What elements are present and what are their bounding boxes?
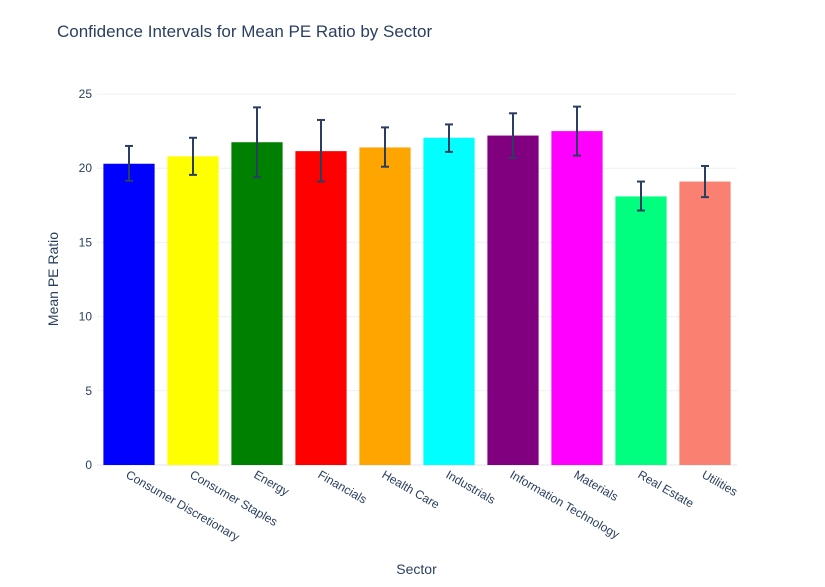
error-bar (189, 136, 197, 176)
error-bar (573, 105, 581, 157)
bar (359, 147, 411, 465)
bar (423, 137, 475, 465)
error-bars (125, 105, 709, 212)
x-tick-label: Utilities (700, 467, 740, 498)
y-tick-label: 20 (79, 161, 93, 175)
x-tick-label: Financials (316, 467, 370, 506)
bar (615, 196, 667, 465)
x-tick-label: Real Estate (636, 467, 697, 510)
bar (103, 163, 155, 466)
y-tick-label: 10 (79, 310, 93, 324)
bar (551, 131, 603, 465)
error-bar (125, 144, 133, 182)
x-tick-label: Industrials (444, 467, 498, 506)
error-bar (253, 106, 261, 179)
error-bar (509, 112, 517, 159)
y-tick-label: 0 (85, 458, 92, 472)
bar (487, 135, 539, 465)
error-bar (701, 164, 709, 199)
x-tick-label: Materials (572, 467, 621, 503)
y-axis-ticks: 0 5 10 15 20 25 (79, 87, 93, 472)
error-bar (381, 126, 389, 168)
bar (679, 181, 731, 465)
bar (295, 151, 347, 465)
bar (167, 156, 219, 465)
x-axis-title: Sector (396, 561, 437, 577)
error-bar (637, 180, 645, 212)
y-axis-title: Mean PE Ratio (45, 232, 61, 326)
x-tick-label: Health Care (380, 467, 443, 511)
y-tick-label: 15 (79, 235, 93, 249)
bars (103, 131, 731, 466)
x-tick-label: Consumer Discretionary (124, 467, 242, 543)
x-tick-label: Information Technology (508, 467, 622, 541)
y-tick-label: 5 (85, 384, 92, 398)
x-tick-label: Energy (252, 467, 292, 498)
error-bar (445, 123, 453, 153)
chart-title: Confidence Intervals for Mean PE Ratio b… (57, 22, 432, 41)
bar (231, 142, 283, 466)
y-tick-label: 25 (79, 87, 93, 101)
error-bar (317, 118, 325, 183)
